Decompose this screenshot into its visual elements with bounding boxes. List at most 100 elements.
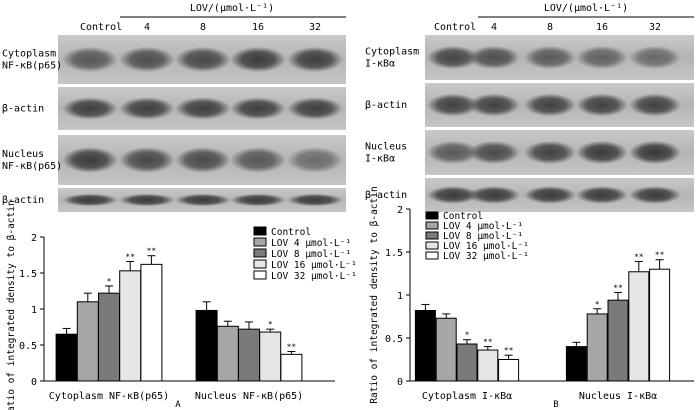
legend-label: Control: [443, 211, 483, 222]
category-label: Nucleus I-κBα: [579, 391, 657, 402]
blot-band: [629, 45, 681, 70]
header-dose-label: 4: [144, 22, 150, 33]
significance-mark: **: [147, 247, 157, 256]
header-dose-label: 32: [649, 22, 661, 33]
legend-label: LOV 16 μmol·L⁻¹: [443, 241, 529, 252]
bar: [280, 353, 303, 382]
bar-chart-a: 0 0.5 1 1.5 2 Ratio of integrated density to …: [6, 200, 357, 410]
legend-swatch: [253, 248, 267, 258]
category-label: Nucleus NF-κB(p65): [195, 391, 303, 402]
blot-band: [175, 193, 231, 207]
blot-label: NF-κB(p65): [2, 61, 62, 72]
bar-group-item: [414, 303, 436, 382]
blot-label: I-κBα: [365, 154, 395, 165]
bar: [414, 309, 436, 382]
bar-chart-b: 0 0.5 1 1.5 2 Ratio of integrated density to …: [369, 186, 694, 410]
y-tick-label: 1.5: [19, 269, 37, 280]
blot-label: Cytoplasm: [365, 47, 419, 58]
bar: [140, 263, 163, 382]
blot-band: [427, 45, 479, 70]
blot-band: [62, 147, 118, 173]
blot-band: [629, 186, 681, 204]
blot-band: [629, 93, 681, 117]
bar: [586, 313, 608, 382]
blot-band: [468, 45, 520, 70]
blot-band: [427, 93, 479, 117]
blot-band: [287, 46, 343, 73]
bar: [628, 271, 650, 382]
blot-band: [62, 46, 118, 73]
bar-group-item: *: [456, 331, 478, 382]
blot-band: [524, 93, 576, 117]
legend-swatch: [425, 231, 439, 240]
header-control-label: Control: [434, 22, 476, 33]
blot-band: [230, 147, 286, 173]
blot-row: β-actin: [365, 178, 694, 212]
y-tick-label: 0.5: [19, 341, 37, 352]
legend-swatch: [425, 221, 439, 230]
header-dose-label: 16: [252, 22, 264, 33]
bar: [195, 309, 218, 382]
legend-label: LOV 32 μmol·L⁻¹: [443, 251, 529, 262]
blot-label: Cytoplasm: [2, 49, 56, 60]
blot-band: [62, 193, 118, 207]
significance-mark: **: [655, 251, 665, 260]
bar: [607, 299, 629, 382]
bar: [76, 301, 99, 382]
blot-band: [576, 93, 628, 117]
blot-band: [175, 46, 231, 73]
blot-band: [230, 193, 286, 207]
y-tick-label: 1: [397, 291, 403, 302]
blot-label: β-actin: [365, 190, 407, 201]
bar: [435, 317, 457, 382]
significance-mark: *: [595, 300, 600, 309]
blot-band: [524, 140, 576, 165]
legend-swatch: [253, 237, 267, 247]
y-tick-label: 2: [397, 205, 403, 216]
blot-band: [175, 97, 231, 120]
blot-band: [427, 140, 479, 165]
bar-group-item: **: [649, 251, 671, 382]
bar-group-item: **: [119, 252, 142, 382]
blot-band: [629, 140, 681, 165]
y-axis-label: Ratio of integrated density to β-actin: [6, 200, 17, 410]
category-label: Cytoplasm NF-κB(p65): [49, 391, 169, 402]
blot-label: Nucleus: [2, 149, 44, 160]
header-control-label: Control: [80, 22, 122, 33]
y-tick-label: 0: [31, 377, 37, 388]
significance-mark: **: [504, 346, 514, 355]
bar-group-item: **: [628, 252, 650, 382]
significance-mark: **: [287, 342, 297, 351]
significance-mark: *: [465, 331, 470, 340]
blot-band: [468, 140, 520, 165]
legend-swatch: [425, 241, 439, 250]
bar: [98, 292, 120, 382]
legend-label: LOV 4 μmol·L⁻¹: [271, 238, 351, 249]
blot-band: [468, 93, 520, 117]
blot-label: β-actin: [2, 195, 44, 206]
bar-group-item: [55, 327, 78, 382]
bar: [456, 343, 478, 382]
blot-band: [576, 140, 628, 165]
legend-swatch: [253, 259, 267, 269]
blot-band: [287, 193, 343, 207]
blot-band: [230, 46, 286, 73]
legend-label: LOV 32 μmol·L⁻¹: [271, 271, 357, 282]
legend-swatch: [253, 270, 267, 280]
bar-group-item: *: [586, 300, 608, 382]
bar-group-item: **: [498, 346, 520, 382]
bar-group-item: [76, 292, 99, 382]
legend-label: LOV 16 μmol·L⁻¹: [271, 260, 357, 271]
significance-mark: *: [107, 277, 112, 286]
legend-swatch: [425, 211, 439, 220]
bar-group-item: [195, 301, 218, 382]
y-tick-label: 0.5: [385, 334, 403, 345]
bar: [498, 359, 520, 382]
blot-label: Nucleus: [365, 142, 407, 153]
